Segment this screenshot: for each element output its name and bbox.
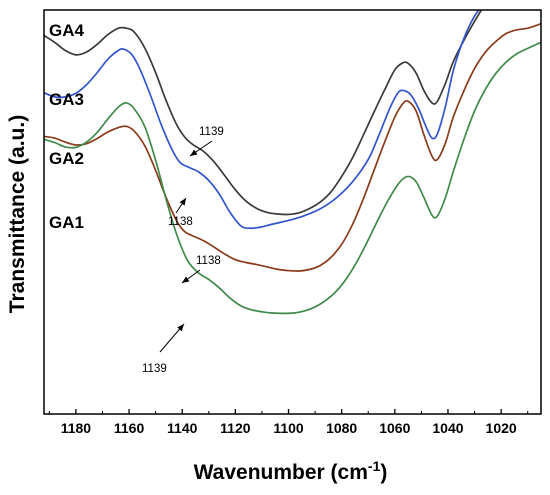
series-line-ga1: [44, 41, 541, 315]
series-label-ga2: GA2: [49, 149, 84, 168]
x-axis-title: Wavenumber (cm-1): [194, 458, 388, 484]
series-line-ga4: [44, 10, 483, 216]
y-axis-title: Transmittance (a.u.): [6, 115, 29, 313]
annotation-label: 1139: [199, 126, 224, 138]
annotations: 1139 1138 1138 1139: [142, 126, 224, 375]
x-tick-label: 1120: [220, 420, 251, 436]
plot-frame: [43, 9, 542, 415]
series-line-ga2: [44, 22, 541, 272]
x-tick-label: 1080: [326, 420, 357, 436]
x-axis-ticks: 1180 1160 1140 1120 1100 1080 1060 1040 1020: [48, 409, 529, 436]
annotation-arrowhead: [182, 276, 190, 283]
x-tick-label: 1040: [432, 420, 463, 436]
x-tick-label: 1160: [114, 420, 145, 436]
x-tick-label: 1180: [61, 420, 92, 436]
annotation-label: 1139: [142, 363, 167, 375]
annotation-arrowhead: [177, 324, 184, 332]
annotation-label: 1138: [196, 255, 221, 267]
x-tick-label: 1060: [379, 420, 410, 436]
annotation-label: 1138: [168, 216, 193, 228]
series-layer: [44, 10, 541, 315]
x-tick-label: 1020: [486, 420, 517, 436]
series-label-ga4: GA4: [49, 21, 85, 40]
x-tick-label: 1140: [167, 420, 198, 436]
series-label-ga1: GA1: [49, 213, 84, 232]
series-line-ga3: [44, 10, 480, 230]
annotation-arrowhead: [190, 149, 198, 156]
annotation-arrowhead: [179, 198, 186, 206]
series-label-ga3: GA3: [49, 90, 84, 109]
x-tick-label: 1100: [273, 420, 304, 436]
series-labels: GA4 GA3 GA2 GA1: [49, 21, 85, 232]
